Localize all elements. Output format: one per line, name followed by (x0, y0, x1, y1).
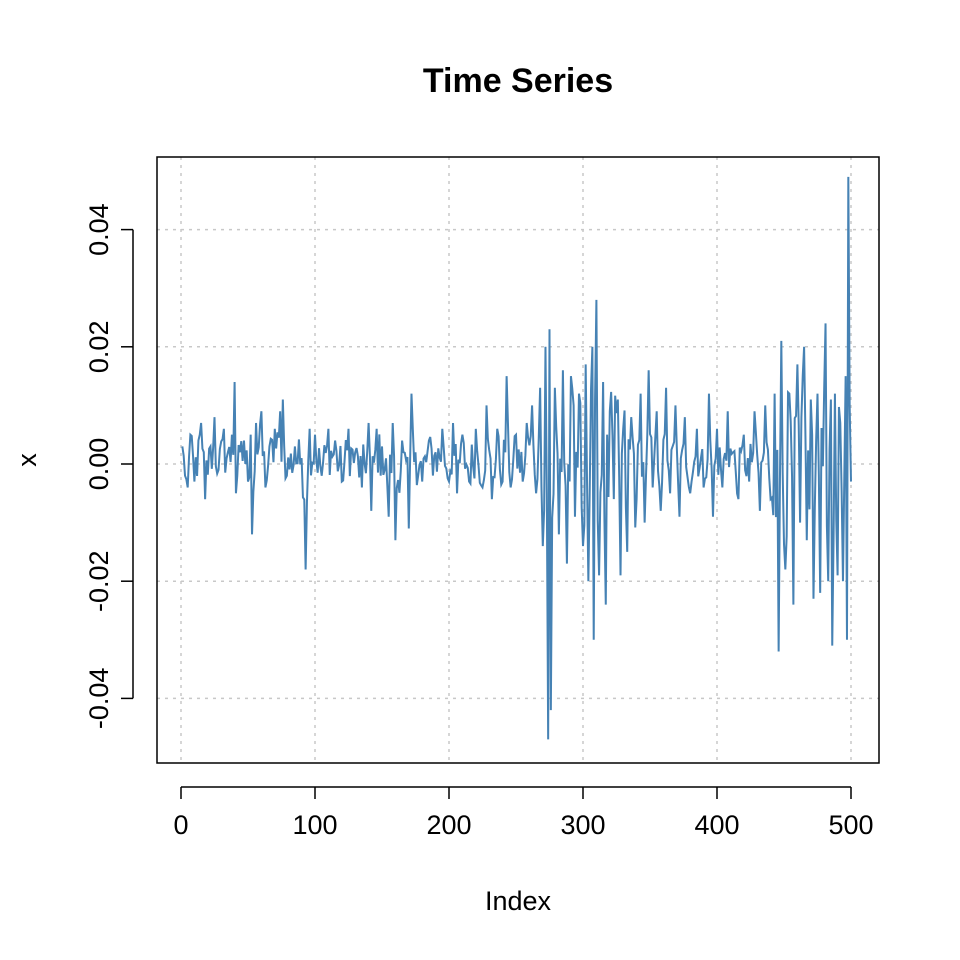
y-tick-label-0: -0.04 (84, 668, 114, 730)
y-tick-label-4: 0.04 (84, 203, 114, 256)
series-line (181, 176, 852, 740)
y-axis: -0.04 -0.02 0.00 0.02 0.04 (84, 203, 134, 730)
chart-title: Time Series (423, 62, 613, 100)
y-tick-label-2: 0.00 (84, 438, 114, 491)
x-axis: 0 100 200 300 400 500 (173, 786, 874, 840)
y-tick-label-1: -0.02 (84, 550, 114, 612)
x-tick-label-1: 100 (292, 810, 337, 840)
series-layer (181, 176, 852, 740)
x-tick-label-4: 400 (694, 810, 739, 840)
x-tick-label-3: 300 (560, 810, 605, 840)
x-tick-label-5: 500 (828, 810, 873, 840)
y-axis-label: x (12, 453, 42, 467)
x-tick-label-0: 0 (173, 810, 188, 840)
x-tick-label-2: 200 (426, 810, 471, 840)
x-axis-label: Index (485, 886, 552, 916)
y-tick-label-3: 0.02 (84, 321, 114, 374)
plot-frame (156, 156, 880, 764)
